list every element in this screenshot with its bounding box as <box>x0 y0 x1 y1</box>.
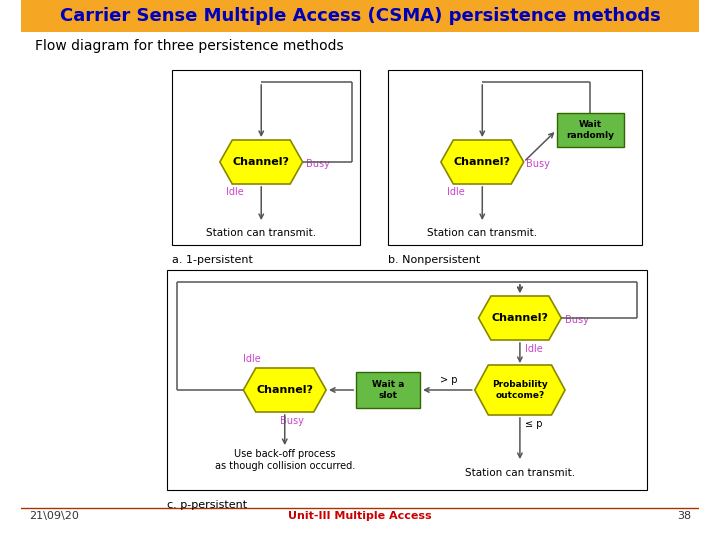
Text: Busy: Busy <box>526 159 549 169</box>
Polygon shape <box>441 140 523 184</box>
Text: Use back-off process
as though collision occurred.: Use back-off process as though collision… <box>215 449 355 471</box>
Text: Station can transmit.: Station can transmit. <box>427 228 537 238</box>
Text: Channel?: Channel? <box>492 313 549 323</box>
Polygon shape <box>474 365 565 415</box>
Bar <box>356 372 420 408</box>
Text: Channel?: Channel? <box>233 157 289 167</box>
Text: 38: 38 <box>677 511 691 521</box>
Text: a. 1-persistent: a. 1-persistent <box>172 255 253 265</box>
Polygon shape <box>243 368 326 412</box>
Text: Idle: Idle <box>525 344 542 354</box>
Text: Station can transmit.: Station can transmit. <box>465 468 575 478</box>
Text: Channel?: Channel? <box>454 157 510 167</box>
Bar <box>167 270 647 490</box>
Text: Idle: Idle <box>447 187 465 197</box>
Text: Idle: Idle <box>226 187 244 197</box>
Text: Wait a
slot: Wait a slot <box>372 380 405 400</box>
Bar <box>388 70 642 245</box>
Text: b. Nonpersistent: b. Nonpersistent <box>388 255 480 265</box>
Text: Carrier Sense Multiple Access (CSMA) persistence methods: Carrier Sense Multiple Access (CSMA) per… <box>60 7 660 25</box>
Text: Wait
randomly: Wait randomly <box>567 120 614 140</box>
Text: Station can transmit.: Station can transmit. <box>206 228 316 238</box>
Bar <box>172 70 360 245</box>
Text: Unit-III Multiple Access: Unit-III Multiple Access <box>288 511 432 521</box>
Text: > p: > p <box>440 375 457 385</box>
Polygon shape <box>479 296 562 340</box>
Text: Probability
outcome?: Probability outcome? <box>492 380 548 400</box>
Text: Idle: Idle <box>243 354 261 364</box>
Text: Channel?: Channel? <box>256 385 313 395</box>
Text: Flow diagram for three persistence methods: Flow diagram for three persistence metho… <box>35 39 344 53</box>
Text: Busy: Busy <box>565 315 589 325</box>
Text: 21\09\20: 21\09\20 <box>29 511 78 521</box>
Bar <box>557 113 624 147</box>
Text: c. p-persistent: c. p-persistent <box>167 500 247 510</box>
Bar <box>22 0 698 32</box>
Text: Busy: Busy <box>280 416 304 426</box>
Polygon shape <box>220 140 302 184</box>
Text: ≤ p: ≤ p <box>525 419 542 429</box>
Text: Busy: Busy <box>307 159 330 169</box>
